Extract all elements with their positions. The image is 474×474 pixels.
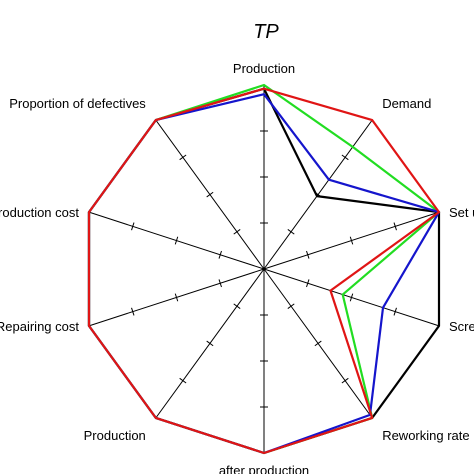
- axis-label: after production: [219, 463, 309, 474]
- axis-tick: [218, 279, 222, 288]
- axis-tick: [306, 250, 310, 259]
- axis-label: Production cost: [0, 205, 79, 220]
- axis-label: Set up: [449, 205, 474, 220]
- axis-tick: [179, 377, 187, 384]
- chart-title: TP: [253, 21, 279, 43]
- axis-tick: [131, 307, 135, 316]
- series-line-4: [87, 87, 441, 455]
- axis-labels-layer: Production cost Proportion of defectives P…: [0, 61, 474, 474]
- axis-tick: [174, 293, 179, 302]
- series-layer: [87, 83, 441, 455]
- axis-label: Proportion of defectives: [9, 96, 146, 111]
- axis-tick: [233, 229, 241, 235]
- axis-tick: [233, 303, 241, 309]
- axis-tick: [174, 236, 179, 245]
- axis-tick: [218, 250, 222, 259]
- axis-label: Production: [84, 428, 146, 443]
- axis-tick: [287, 303, 295, 309]
- axis-label: Demand: [382, 96, 431, 111]
- axis-label: Repairing cost: [0, 319, 79, 334]
- axis-tick: [131, 222, 135, 231]
- axis-tick: [341, 154, 349, 161]
- axis-tick: [393, 307, 397, 316]
- axis-tick: [206, 191, 214, 198]
- axis-tick: [349, 236, 354, 245]
- axis-tick: [393, 222, 397, 231]
- axes-layer: [88, 85, 440, 453]
- axis-tick: [206, 340, 214, 347]
- axis-tick: [306, 279, 310, 288]
- axis-tick: [287, 229, 295, 235]
- axis-label: Production: [233, 61, 295, 76]
- axis-tick: [179, 154, 187, 161]
- axis-tick: [349, 293, 354, 302]
- axis-tick: [314, 340, 322, 347]
- axis-label: Reworking rate: [382, 428, 469, 443]
- axis-tick: [341, 377, 349, 384]
- axis-label: Screening rate: [449, 319, 474, 334]
